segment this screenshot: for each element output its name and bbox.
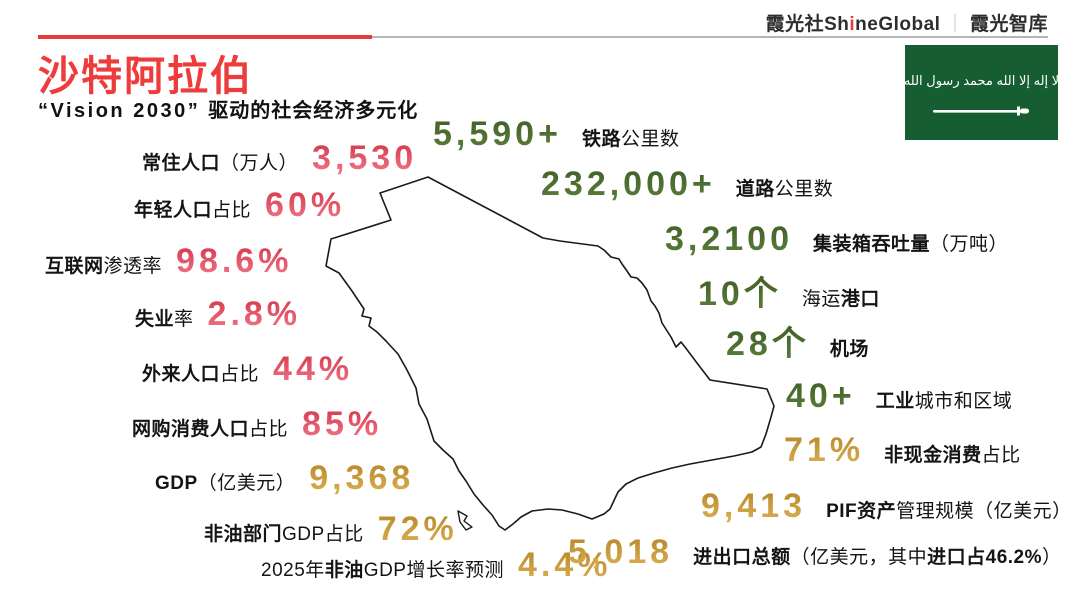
page-title: 沙特阿拉伯 <box>38 53 253 99</box>
stat-airports: 28个 机场 <box>726 325 869 363</box>
stat-non-oil-gdp-growth-forecast: 2025年非油GDP增长率预测 4.4% <box>261 546 612 584</box>
stat-unemployment-rate: 失业率 2.8% <box>135 295 302 333</box>
brand-red-i: i <box>849 14 856 35</box>
stat-value: 10个 <box>698 275 782 313</box>
subtitle-en: “Vision 2030” <box>38 100 201 122</box>
stat-value: 2.8% <box>207 295 302 333</box>
stat-value: 60% <box>265 186 346 224</box>
saudi-arabia-flag: لا إله إلا الله محمد رسول الله <box>905 45 1058 140</box>
stat-internet-penetration: 互联网渗透率 98.6% <box>45 242 293 280</box>
stat-value: 85% <box>302 405 383 443</box>
stat-import-export-total: 5,018 进出口总额（亿美元，其中进口占46.2%） <box>568 533 1062 571</box>
stat-value: 3,2100 <box>665 220 793 258</box>
stat-young-population-ratio: 年轻人口占比 60% <box>134 186 346 224</box>
stat-value: 5,018 <box>568 533 674 571</box>
header-gray-line <box>372 36 1048 38</box>
stat-seaports: 10个 海运港口 <box>698 275 880 313</box>
stat-value: 40+ <box>786 377 856 415</box>
stat-resident-population: 常住人口（万人） 3,530 <box>142 139 418 177</box>
stat-value: 98.6% <box>176 242 293 280</box>
stat-value: 72% <box>377 510 458 548</box>
stat-pif-assets-under-management: 9,413 PIF资产管理规模（亿美元） <box>701 487 1072 525</box>
stat-railway-km: 5,590+ 铁路公里数 <box>433 115 680 153</box>
flag-shahada-text: لا إله إلا الله محمد رسول الله <box>905 73 1058 89</box>
stat-container-throughput: 3,2100 集装箱吞吐量（万吨） <box>665 220 1009 258</box>
brand-en: ShineGlobal <box>824 14 941 35</box>
saudi-arabia-map-outline <box>325 176 775 531</box>
stat-value: 9,413 <box>701 487 807 525</box>
stat-industrial-cities: 40+ 工业城市和区域 <box>786 377 1013 415</box>
stat-online-shopping-population-ratio: 网购消费人口占比 85% <box>132 405 383 443</box>
brand-cn1: 霞光社 <box>765 14 825 35</box>
subtitle-zh: 驱动的社会经济多元化 <box>208 100 419 122</box>
brand-logo: 霞光社ShineGlobal ｜霞光智库 <box>766 9 1048 36</box>
stat-value: 28个 <box>726 325 810 363</box>
brand-cn2: 霞光智库 <box>969 14 1048 35</box>
stat-gdp: GDP（亿美元） 9,368 <box>155 459 415 497</box>
brand-divider: ｜ <box>945 14 965 35</box>
page-subtitle: “Vision 2030” 驱动的社会经济多元化 <box>38 94 418 123</box>
stat-cashless-consumption-ratio: 71% 非现金消费占比 <box>784 431 1021 469</box>
header-accent-line <box>38 35 372 39</box>
stat-value: 5,590+ <box>433 115 562 153</box>
stat-value: 3,530 <box>312 139 418 177</box>
stat-foreign-population-ratio: 外来人口占比 44% <box>142 350 354 388</box>
stat-value: 9,368 <box>309 459 415 497</box>
stat-road-km: 232,000+ 道路公里数 <box>541 165 834 203</box>
flag-field <box>905 45 1058 140</box>
stat-value: 44% <box>273 350 354 388</box>
stat-non-oil-gdp-share: 非油部门GDP占比 72% <box>204 510 458 548</box>
stat-value: 71% <box>784 431 865 469</box>
farasan-island-outline <box>457 510 473 531</box>
stat-value: 232,000+ <box>541 165 716 203</box>
flag-sword-icon <box>933 106 1029 116</box>
stat-value: 4.4% <box>517 546 612 584</box>
